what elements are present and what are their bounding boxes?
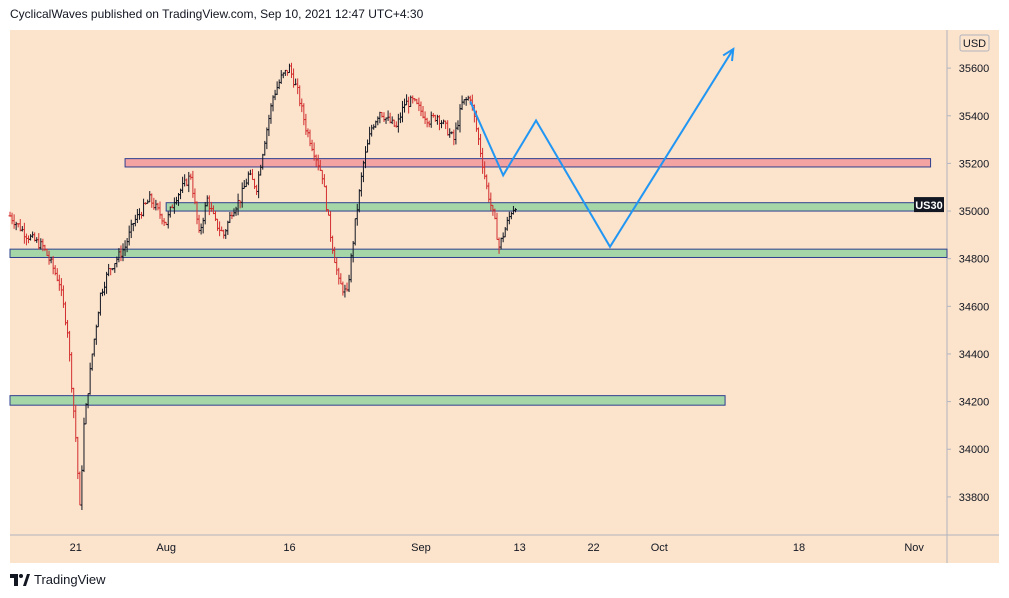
publisher-header: CyclicalWaves published on TradingView.c… (10, 7, 424, 21)
currency-label: USD (963, 38, 986, 50)
x-tick-label: Oct (651, 542, 668, 554)
red-resistance-zone (124, 158, 932, 168)
green-support-zone-upper (165, 202, 932, 212)
x-tick-label: Aug (156, 542, 176, 554)
currency-badge[interactable]: USD (959, 34, 990, 52)
y-tick-label: 33800 (959, 492, 990, 504)
symbol-price-tag: US30 (914, 197, 944, 213)
x-tick-label: Sep (411, 542, 431, 554)
zones-layer (9, 158, 948, 406)
x-tick-label: 13 (513, 542, 525, 554)
y-tick-label: 34200 (959, 397, 990, 409)
time-axis-area[interactable] (10, 535, 999, 563)
ohlc-bar (513, 208, 517, 213)
x-tick-label: 18 (793, 542, 805, 554)
footer[interactable]: TradingView (10, 572, 106, 587)
green-support-zone-lower (9, 248, 948, 258)
y-tick-label: 34400 (959, 349, 990, 361)
x-tick-label: 21 (70, 542, 82, 554)
plot-area[interactable] (10, 30, 947, 535)
y-tick-label: 34800 (959, 254, 990, 266)
y-tick-label: 34000 (959, 444, 990, 456)
y-tick-label: 35600 (959, 63, 990, 75)
y-axis-ticks: 33800 34000 34200 34400 34600 34800 35000 35200… (947, 63, 989, 504)
green-support-zone-bottom (9, 395, 726, 406)
x-tick-label: 16 (283, 542, 295, 554)
y-tick-label: 34600 (959, 301, 990, 313)
brand-name: TradingView (34, 572, 106, 587)
projection-layer (469, 47, 735, 249)
price-axis-area[interactable] (947, 30, 999, 535)
x-axis-ticks: 21 Aug 16 Sep 13 22 Oct 18 Nov (70, 542, 925, 554)
symbol-label: US30 (915, 200, 943, 212)
x-tick-label: Nov (904, 542, 924, 554)
projection-arrowhead (722, 47, 735, 62)
y-tick-label: 35400 (959, 111, 990, 123)
tradingview-logo-icon (10, 573, 30, 586)
bars-layer (8, 62, 517, 511)
x-tick-label: 22 (587, 542, 599, 554)
y-tick-label: 35000 (959, 206, 990, 218)
projection-path (469, 48, 735, 249)
y-tick-label: 35200 (959, 158, 990, 170)
